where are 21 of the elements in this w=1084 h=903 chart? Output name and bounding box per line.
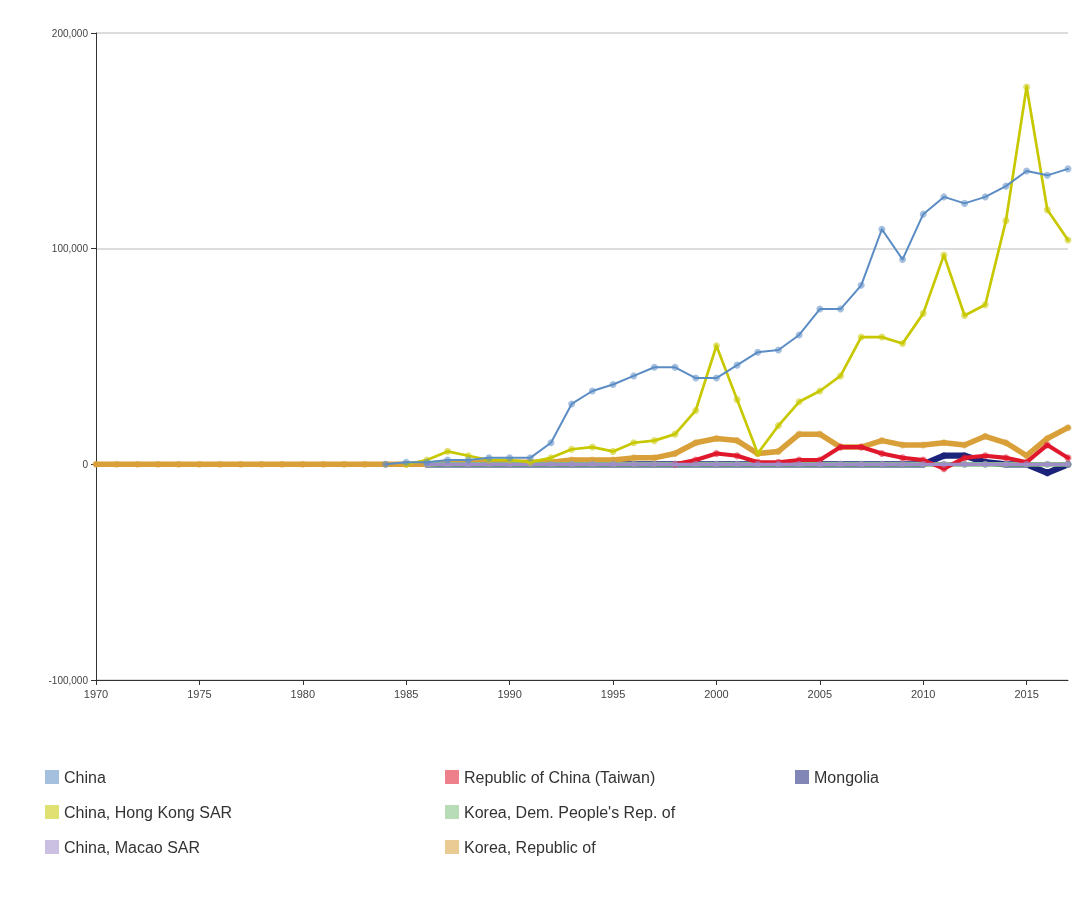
legend-label: Republic of China (Taiwan) <box>464 768 656 786</box>
legend-label: Korea, Republic of <box>464 838 597 856</box>
y-tick-label: 200,000 <box>51 27 89 39</box>
x-tick-label: 2015 <box>1014 687 1039 700</box>
legend-label: China, Macao SAR <box>64 838 201 856</box>
y-tick-label: 100,000 <box>51 243 89 255</box>
x-tick-label: 1995 <box>600 687 626 700</box>
x-tick-label: 1985 <box>393 687 419 700</box>
x-tick-label: 2010 <box>910 687 936 700</box>
y-tick-label: -100,000 <box>48 674 89 686</box>
legend-label: China <box>64 768 106 786</box>
legend-label: Korea, Dem. People's Rep. of <box>464 803 676 821</box>
legend-label: Mongolia <box>814 768 880 786</box>
y-tick-label: 0 <box>82 458 89 470</box>
x-tick-label: 2000 <box>704 687 729 700</box>
x-tick-label: 2005 <box>807 687 833 700</box>
legend-label: China, Hong Kong SAR <box>64 803 233 821</box>
x-tick-label: 1980 <box>290 687 316 700</box>
x-tick-label: 1975 <box>187 687 212 700</box>
x-tick-label: 1970 <box>83 687 109 700</box>
x-tick-label: 1990 <box>497 687 522 700</box>
